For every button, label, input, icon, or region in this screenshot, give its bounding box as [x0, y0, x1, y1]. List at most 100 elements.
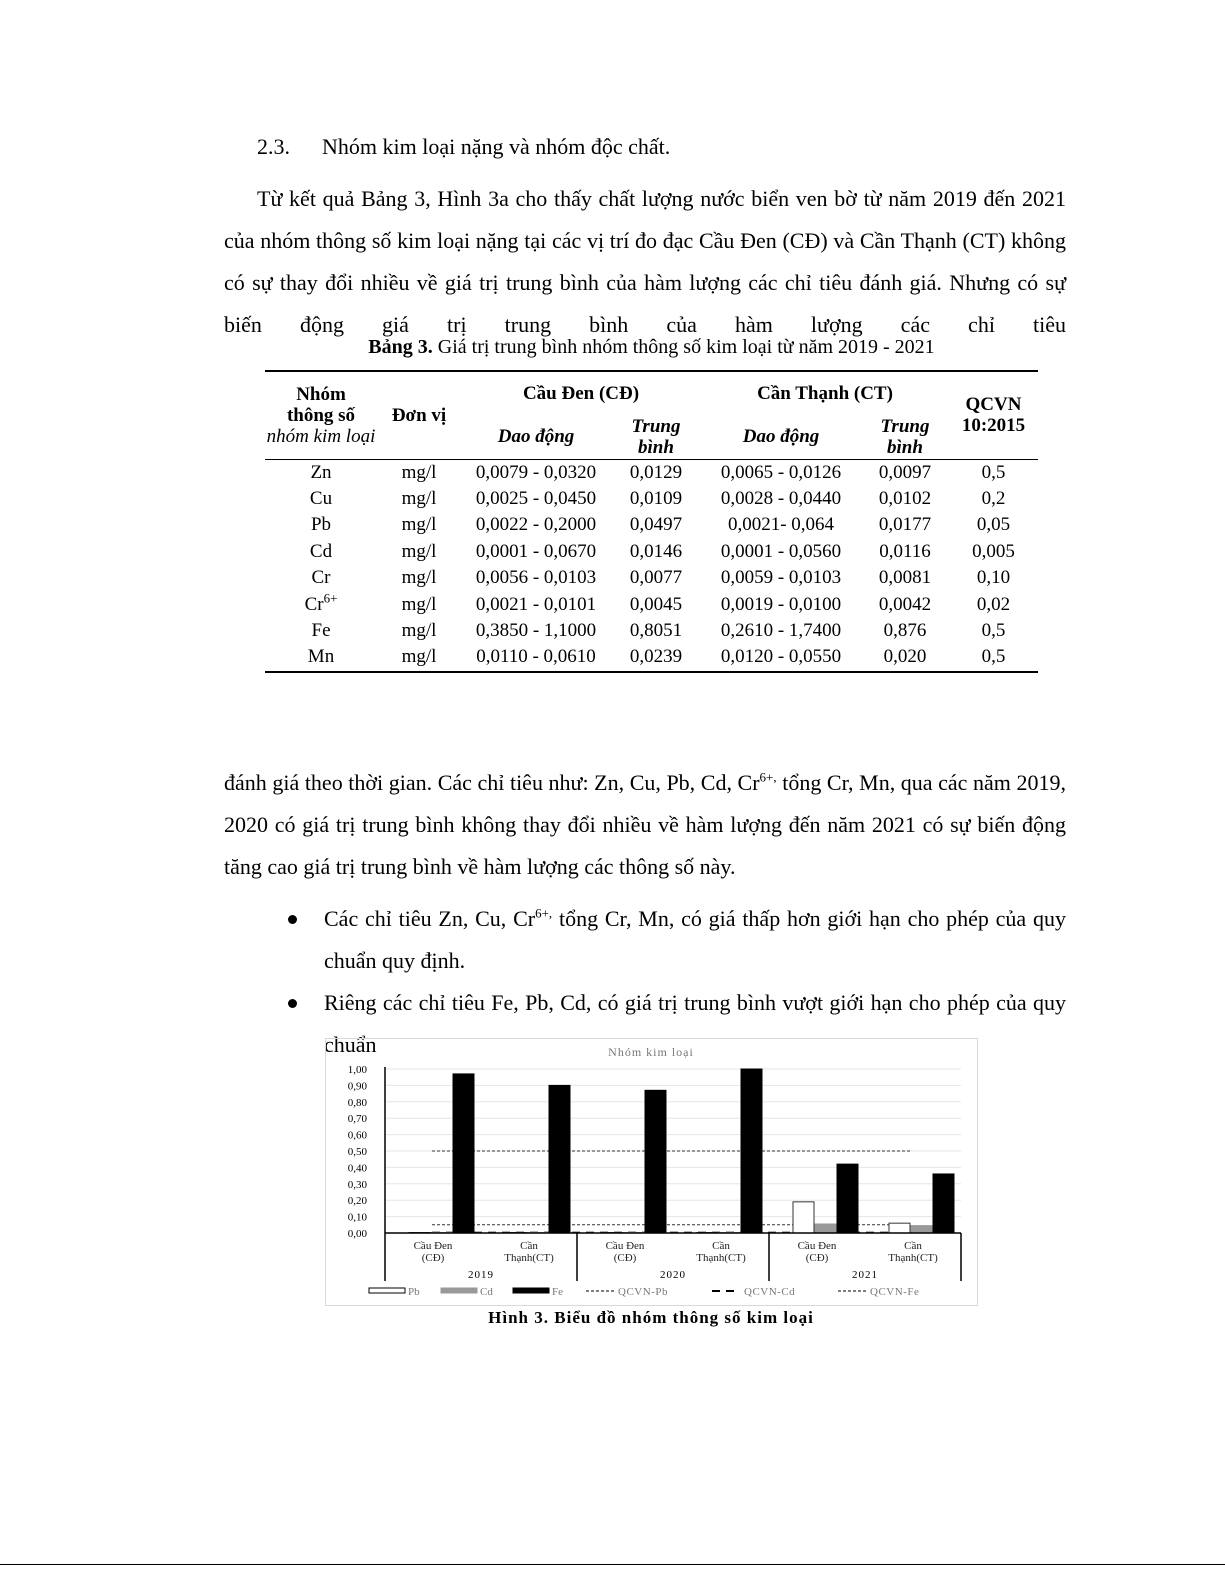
cell-cd-range: 0,0079 - 0,0320 [475, 461, 597, 483]
cell-ct-range: 0,0059 - 0,0103 [720, 567, 842, 589]
cell-unit: mg/l [401, 593, 437, 615]
legend-swatch-pb [368, 1287, 406, 1294]
y-tick-label: 0,70 [348, 1113, 368, 1125]
cell-param: Cr6+ [304, 590, 338, 615]
header-qcvn: QCVN 10:2015 [961, 394, 1026, 437]
cell-ct-mean: 0,0177 [878, 514, 932, 536]
cell-cd-mean: 0,0497 [629, 514, 683, 536]
legend-label: Cd [480, 1286, 493, 1298]
cell-cd-range: 0,0056 - 0,0103 [475, 567, 597, 589]
table-row: Fe mg/l 0,3850 - 1,1000 0,8051 0,2610 - 1,74… [265, 618, 1038, 644]
bar-fe-1 [548, 1084, 571, 1234]
x-category-label: (CĐ) [806, 1252, 829, 1264]
cell-cd-mean: 0,0109 [629, 488, 683, 510]
y-tick-label: 0,00 [348, 1228, 368, 1240]
cell-param: Zn [310, 461, 332, 483]
bar-fe-2 [644, 1089, 667, 1234]
y-tick-label: 0,20 [348, 1195, 368, 1207]
header-group: Nhóm thông số nhóm kim loại [266, 383, 376, 447]
chart-figure: Nhóm kim loại 0,00 0,10 0,20 0,30 0,40 0,50 0,6… [325, 1038, 978, 1306]
cell-ct-mean: 0,876 [883, 620, 927, 642]
x-category-label: (CĐ) [422, 1252, 445, 1264]
header-ct-mean: Trung bình [880, 415, 930, 458]
y-tick-label: 0,30 [348, 1179, 368, 1191]
cell-qcvn: 0,005 [972, 540, 1015, 562]
legend-label: QCVN-Fe [870, 1286, 919, 1298]
cell-qcvn: 0,05 [976, 514, 1011, 536]
cell-ct-range: 0,0001 - 0,0560 [720, 540, 842, 562]
cell-param: Fe [311, 620, 331, 642]
table-row: Cd mg/l 0,0001 - 0,0670 0,0146 0,0001 - 0,05… [265, 539, 1038, 565]
legend-swatch-fe [512, 1287, 550, 1294]
cell-unit: mg/l [401, 540, 437, 562]
y-tick-label: 0,80 [348, 1097, 368, 1109]
x-category-label: Thạnh(CT) [696, 1252, 746, 1264]
cell-qcvn: 0,2 [981, 488, 1006, 510]
cell-cd-mean: 0,0239 [629, 646, 683, 668]
bullet-icon [288, 915, 297, 924]
bar-pb-5 [888, 1222, 911, 1234]
cell-unit: mg/l [401, 646, 437, 668]
x-category-label: Cần [712, 1240, 730, 1252]
cell-cd-range: 0,0110 - 0,0610 [476, 646, 596, 668]
x-group-label: 2020 [660, 1269, 686, 1281]
header-site-ct: Cần Thạnh (CT) [757, 383, 893, 404]
cell-qcvn: 0,10 [976, 567, 1011, 589]
cell-cd-mean: 0,0129 [629, 461, 683, 483]
section-title: Nhóm kim loại nặng và nhóm độc chất. [322, 134, 671, 159]
cell-ct-range: 0,0019 - 0,0100 [720, 593, 842, 615]
cell-cd-mean: 0,8051 [629, 620, 683, 642]
x-category-label: Cầu Đen [414, 1240, 453, 1252]
legend-label: QCVN-Pb [618, 1286, 668, 1298]
cell-unit: mg/l [401, 620, 437, 642]
table-row: Cr6+ mg/l 0,0021 - 0,0101 0,0045 0,0019 - 0,… [265, 591, 1038, 617]
bar-fe-4 [836, 1163, 859, 1234]
cell-cd-range: 0,3850 - 1,1000 [475, 620, 597, 642]
paragraph-1: Từ kết quả Bảng 3, Hình 3a cho thấy chất… [224, 186, 1066, 337]
bullet-item-1: Các chỉ tiêu Zn, Cu, Cr6+, tổng Cr, Mn, … [324, 905, 1066, 973]
bar-pb-4 [792, 1201, 815, 1234]
y-tick-label: 1,00 [348, 1064, 368, 1076]
cell-cd-range: 0,0022 - 0,2000 [475, 514, 597, 536]
cell-ct-range: 0,0120 - 0,0550 [720, 646, 842, 668]
x-category-label: Thạnh(CT) [888, 1252, 938, 1264]
bar-chart: Nhóm kim loại 0,00 0,10 0,20 0,30 0,40 0,50 0,6… [348, 1045, 962, 1298]
section-number: 2.3. [257, 134, 290, 159]
chart-title: Nhóm kim loại [608, 1045, 694, 1059]
bar-fe-5 [932, 1173, 955, 1234]
x-category-label: Cầu Đen [798, 1240, 837, 1252]
legend-label: QCVN-Cd [744, 1286, 795, 1298]
header-cd-range: Dao động [497, 426, 575, 448]
cell-cd-mean: 0,0045 [629, 593, 683, 615]
metals-table: Nhóm thông số nhóm kim loại Đơn vị Cầu Đe… [265, 370, 1038, 673]
bar-fe-0 [452, 1073, 475, 1234]
cell-unit: mg/l [401, 461, 437, 483]
cell-qcvn: 0,5 [981, 620, 1006, 642]
bullet-icon [288, 999, 297, 1008]
cell-unit: mg/l [401, 514, 437, 536]
header-unit: Đơn vị [391, 404, 447, 426]
cell-param: Mn [307, 646, 335, 668]
legend-label: Pb [408, 1286, 420, 1298]
table-row: Mn mg/l 0,0110 - 0,0610 0,0239 0,0120 - 0,05… [265, 644, 1038, 671]
bar-fe-3 [740, 1068, 763, 1234]
table-row: Pb mg/l 0,0022 - 0,2000 0,0497 0,0021- 0,064… [265, 512, 1038, 538]
header-ct-range: Dao động [742, 426, 820, 448]
cell-param: Cr [311, 567, 331, 589]
cell-ct-mean: 0,0102 [878, 488, 932, 510]
cell-qcvn: 0,5 [981, 461, 1006, 483]
table-row: Cu mg/l 0,0025 - 0,0450 0,0109 0,0028 - 0,04… [265, 486, 1038, 512]
cell-qcvn: 0,5 [981, 646, 1006, 668]
table-caption-text: Giá trị trung bình nhóm thông số kim loạ… [432, 336, 935, 358]
table-caption: Bảng 3. Giá trị trung bình nhóm thông số… [265, 336, 1038, 359]
x-group-label: 2021 [852, 1269, 878, 1281]
paragraph-2: đánh giá theo thời gian. Các chỉ tiêu nh… [224, 769, 1066, 879]
x-group-label: 2019 [468, 1269, 494, 1281]
figure-caption: Hình 3. Biểu đồ nhóm thông số kim loại [488, 1308, 814, 1327]
x-category-label: Cầu Đen [606, 1240, 645, 1252]
bar-cd-5 [910, 1225, 933, 1234]
header-cd-mean: Trung bình [631, 415, 681, 458]
cell-ct-mean: 0,0097 [878, 461, 932, 483]
cell-unit: mg/l [401, 567, 437, 589]
